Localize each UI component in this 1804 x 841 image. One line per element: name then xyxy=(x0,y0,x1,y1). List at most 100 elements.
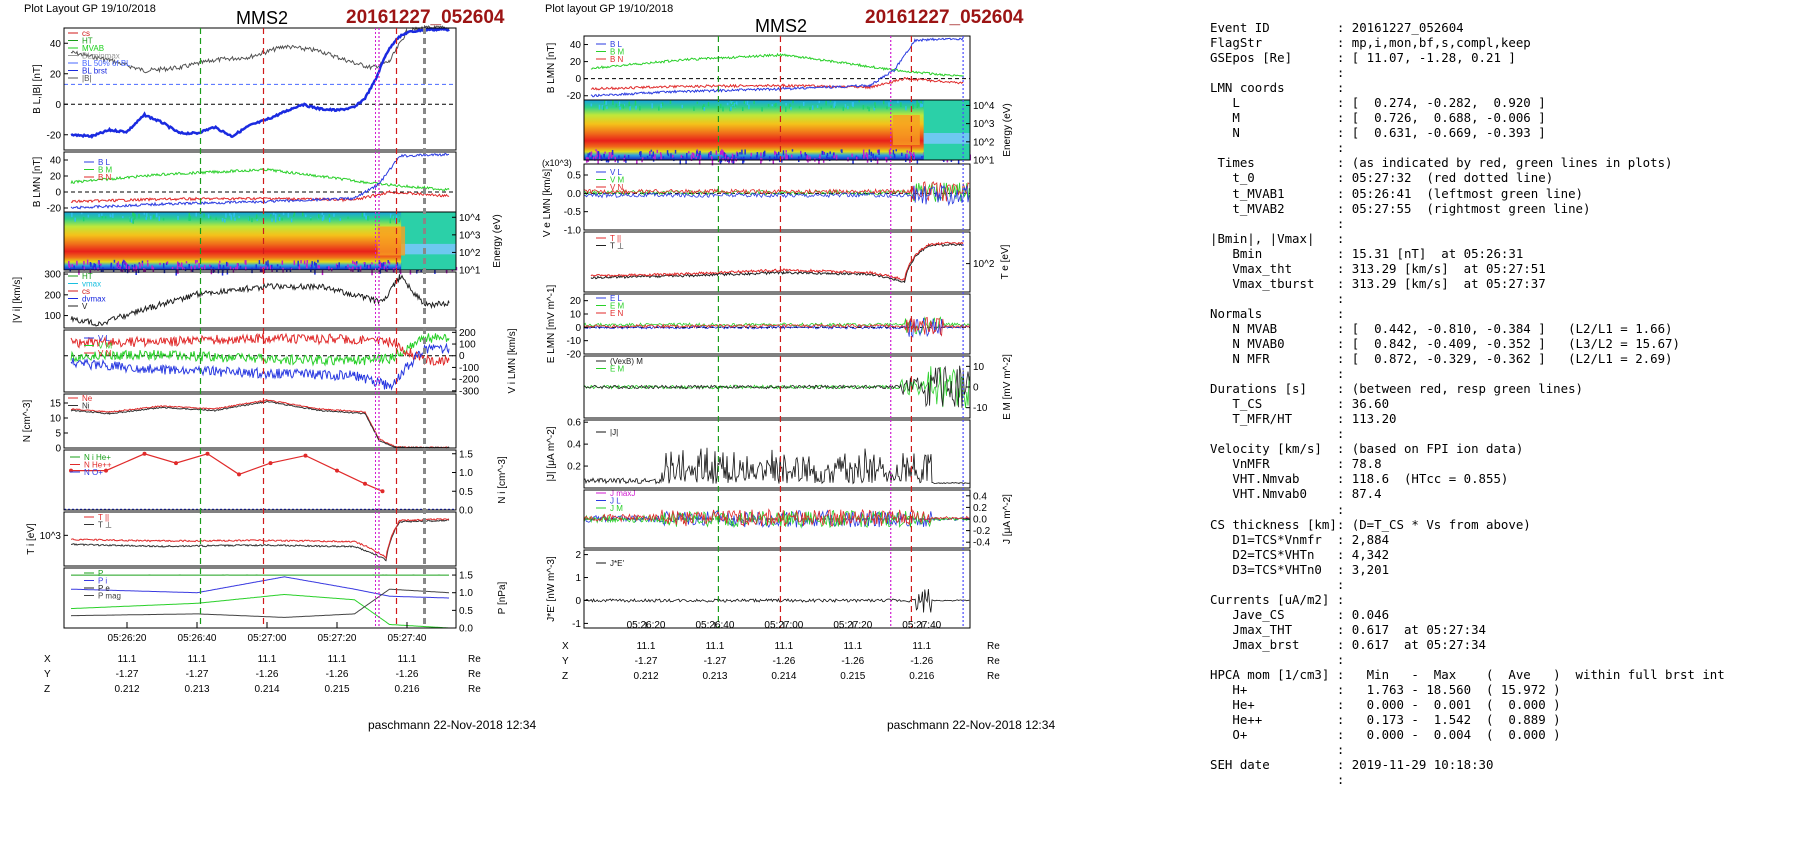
e-tick-label: 10 xyxy=(570,310,582,321)
ve-vn-line xyxy=(583,181,970,202)
mid-spec-speck xyxy=(820,106,822,110)
mid-spec-speck xyxy=(852,102,854,107)
info-line: : xyxy=(1210,290,1345,306)
mid-spec-speck xyxy=(699,150,701,157)
e-tick-label: 20 xyxy=(570,296,582,307)
mid-pos-value: -1.26 xyxy=(772,656,795,667)
left-spec-speck xyxy=(379,261,382,267)
left-spec-speck xyxy=(129,217,132,222)
mid-blmn-ylabel: B LMN [nT] xyxy=(546,43,557,94)
mid-spec-speck xyxy=(697,154,699,157)
mid-spec-speck xyxy=(641,157,644,161)
left-spec-speck xyxy=(92,265,94,269)
blmn-tick-label: 20 xyxy=(50,172,62,183)
mid-spec-speck xyxy=(825,100,827,106)
mid-spec-speck xyxy=(753,100,755,105)
info-line: Currents [uA/m2] : xyxy=(1210,591,1345,607)
mid-spec-speck xyxy=(651,154,653,159)
mid-spec-speck xyxy=(651,103,653,109)
mid-spec-speck xyxy=(802,102,805,106)
mid-spec-speck xyxy=(681,155,684,159)
left-spec-speck xyxy=(93,263,95,268)
mid-blmn-bn-line xyxy=(590,76,964,91)
left-spec-speck xyxy=(126,264,129,271)
mid-spec-speck xyxy=(592,156,595,160)
mid-spec-speck xyxy=(826,156,829,160)
left-spec-speck xyxy=(224,218,226,223)
mid-spec-speck xyxy=(722,158,724,161)
left-spec-speck xyxy=(263,266,265,269)
left-spec-speck xyxy=(100,263,102,266)
mid-spec-speck xyxy=(733,154,735,160)
info-line: He+ : 0.000 - 0.001 ( 0.000 ) xyxy=(1210,697,1561,713)
left-spec-speck xyxy=(321,212,324,215)
p-tick-label: 0.0 xyxy=(459,624,473,635)
left-spec-speck xyxy=(132,267,135,272)
mid-spec-speck xyxy=(698,152,700,158)
te-ylabel: T e [eV] xyxy=(1000,244,1011,279)
mid-spec-speck xyxy=(826,152,829,156)
ni-point xyxy=(303,453,308,458)
vi-tick-label: 200 xyxy=(44,290,61,301)
left-spec-speck xyxy=(71,264,74,267)
em-frame xyxy=(583,355,971,419)
mid-pos-label: Y xyxy=(562,656,569,667)
left-spec-speck xyxy=(165,262,168,266)
mid-spec-speck xyxy=(874,155,877,161)
left-spec-speck xyxy=(379,264,381,269)
blmn-bn-line xyxy=(70,190,450,204)
left-spec-speck xyxy=(326,266,328,270)
ve-legend-entry: V L xyxy=(610,168,623,177)
mid-spec-speck xyxy=(822,159,825,163)
p-frame xyxy=(63,567,457,629)
mid-spec-speck xyxy=(818,157,820,161)
left-spec-speck xyxy=(276,264,279,267)
mid-spec-speck xyxy=(816,105,819,108)
left-spec-speck xyxy=(233,212,236,216)
info-line: O+ : 0.000 - 0.004 ( 0.000 ) xyxy=(1210,727,1561,743)
mid-spec-speck xyxy=(605,101,607,105)
mid-spec-speck xyxy=(809,106,811,111)
vlmn-vl-line xyxy=(70,342,450,391)
mid-blmn-bm-line xyxy=(590,52,964,77)
mid-spec-speck xyxy=(639,151,641,156)
mid-spec-speck xyxy=(893,153,896,157)
left-pos-value: 11.1 xyxy=(188,654,207,665)
mid-spec-tick-label: 10^2 xyxy=(973,137,995,148)
left-spec-speck xyxy=(371,262,373,265)
left-spec-speck xyxy=(146,260,149,263)
left-spec-speck xyxy=(387,260,389,264)
mid-spec-speck xyxy=(590,103,593,107)
left-pos-value: 11.1 xyxy=(398,654,417,665)
left-spec-speck xyxy=(226,262,229,267)
info-line: N MVAB : [ 0.442, -0.810, -0.384 ] (L2/L… xyxy=(1210,320,1673,336)
mid-time-label: 05:26:20 xyxy=(627,620,666,631)
e-tick-label: -20 xyxy=(567,350,582,361)
p-legend-entry: P e xyxy=(98,584,110,593)
n-legend-entry: Ne xyxy=(82,394,93,403)
left-spec-speck xyxy=(267,260,269,267)
mid-spec-speck xyxy=(921,156,923,159)
vlmn-vm-line xyxy=(70,332,450,367)
mid-spec-speck xyxy=(865,152,868,158)
mid-spec-speck xyxy=(612,100,614,106)
vi-legend-entry: HT xyxy=(82,272,93,281)
left-pos-label: Y xyxy=(44,669,51,680)
left-spec-speck xyxy=(304,214,307,218)
mid-spec-speck xyxy=(818,100,820,104)
mid-spec-speck xyxy=(743,100,746,104)
info-line: Vmax_tht : 313.29 [km/s] at 05:27:51 xyxy=(1210,260,1546,276)
mid-spec-speck xyxy=(912,152,915,157)
left-spec-speck xyxy=(375,215,377,219)
mid-time-label: 05:27:00 xyxy=(764,620,803,631)
mid-spec-speck xyxy=(604,151,606,154)
blmn-legend-entry: B L xyxy=(98,158,111,167)
left-spec-speck xyxy=(356,267,358,270)
mid-spec-speck xyxy=(720,159,723,163)
left-spec-speck xyxy=(356,261,358,264)
left-spec-speck xyxy=(278,216,281,221)
left-spec-speck xyxy=(389,218,392,224)
mid-spec-speck xyxy=(629,106,631,111)
left-spec-speck xyxy=(255,214,258,220)
mid-spec-speck xyxy=(662,156,665,159)
